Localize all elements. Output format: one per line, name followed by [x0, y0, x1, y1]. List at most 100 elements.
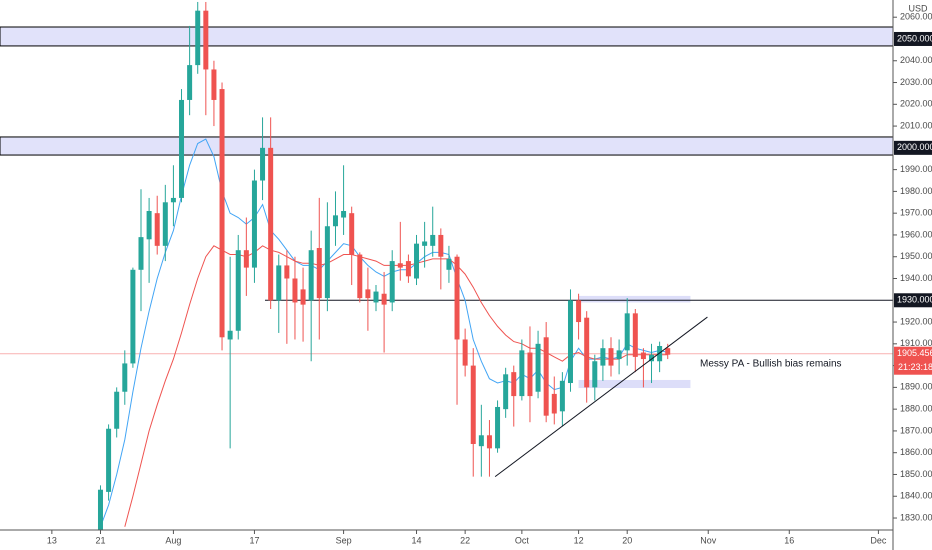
- candle-body: [106, 428, 112, 492]
- candle-body: [170, 197, 176, 203]
- level-label-box: [894, 293, 932, 308]
- candle-body: [511, 372, 517, 397]
- candle-body: [187, 65, 193, 100]
- plot-area: [0, 1, 893, 530]
- y-tick-label: 1860.000: [900, 447, 932, 457]
- candle-body: [203, 10, 209, 70]
- y-tick-label: 1910.000: [900, 338, 932, 348]
- x-tick-label: Dec: [870, 535, 887, 545]
- small-zone: [578, 379, 691, 389]
- y-tick-label: 1850.000: [900, 469, 932, 479]
- small-zone: [578, 295, 691, 303]
- candle-body: [616, 350, 622, 360]
- y-tick-label: 2010.000: [900, 120, 932, 130]
- x-tick-label: 14: [412, 535, 422, 545]
- candle-body: [665, 348, 671, 355]
- candle-body: [114, 391, 120, 429]
- candle-body: [397, 263, 403, 268]
- candle-body: [559, 380, 565, 412]
- candle-body: [576, 300, 582, 323]
- zone-label: 2000.000: [897, 142, 932, 152]
- candle-body: [276, 265, 282, 301]
- x-tick-label: Oct: [515, 535, 530, 545]
- x-tick-label: 13: [47, 535, 57, 545]
- candle-body: [332, 215, 338, 227]
- candle-body: [632, 313, 638, 357]
- candle-body: [341, 210, 347, 218]
- x-tick-label: Aug: [165, 535, 181, 545]
- candle-body: [179, 99, 185, 198]
- candle-body: [486, 435, 492, 449]
- candle-body: [462, 339, 468, 366]
- last-price-label: 1905.456: [897, 348, 932, 358]
- last-price-box: [894, 346, 932, 375]
- y-tick-label: 1950.000: [900, 251, 932, 261]
- candle-body: [122, 363, 128, 392]
- candle-body: [243, 250, 249, 268]
- candle-body: [268, 147, 274, 301]
- candle-body: [527, 352, 533, 397]
- candle-body: [324, 226, 330, 299]
- candle-body: [478, 435, 484, 447]
- y-tick-label: 1920.000: [900, 316, 932, 326]
- candle-body: [162, 202, 168, 246]
- candle-body: [195, 10, 201, 66]
- candle-body: [227, 330, 233, 340]
- y-tick-label: 1890.000: [900, 382, 932, 392]
- candle-body: [381, 293, 387, 305]
- candle-body: [543, 337, 549, 416]
- y-tick-label: 1940.000: [900, 273, 932, 283]
- candle-body: [389, 261, 395, 303]
- y-tick-label: 1980.000: [900, 186, 932, 196]
- candle-body: [138, 237, 144, 270]
- y-tick-label: 1880.000: [900, 404, 932, 414]
- x-tick-label: 12: [574, 535, 584, 545]
- axes: 1830.000 1840.000 1850.000 1860.000 1870.000…: [47, 12, 932, 545]
- trendline: [494, 316, 708, 478]
- candle-body: [600, 348, 606, 366]
- y-tick-label: 1990.000: [900, 164, 932, 174]
- candle-body: [97, 489, 103, 530]
- candle-body: [446, 258, 452, 270]
- x-tick-label: 20: [622, 535, 632, 545]
- candle-body: [422, 241, 428, 246]
- y-tick-label: 1870.000: [900, 425, 932, 435]
- x-tick-label: Sep: [336, 535, 352, 545]
- zone-label-box: [894, 140, 932, 155]
- zone-label: 2050.000: [897, 33, 932, 43]
- y-tick-label: 1970.000: [900, 208, 932, 218]
- moving-average: [124, 245, 668, 527]
- candle-body: [454, 256, 460, 340]
- x-tick-label: 22: [460, 535, 470, 545]
- candle-body: [211, 69, 217, 100]
- candle-body: [260, 147, 266, 181]
- candle-body: [519, 350, 525, 397]
- x-tick-label: 21: [95, 535, 105, 545]
- zone-label-box: [894, 31, 932, 46]
- zone: [0, 26, 893, 47]
- candle-body: [551, 393, 557, 414]
- countdown: 21:23:18: [898, 362, 932, 372]
- candle-body: [657, 346, 663, 362]
- candle-body: [649, 354, 655, 362]
- candle-body: [624, 313, 630, 351]
- candle-body: [584, 317, 590, 388]
- candle-body: [219, 89, 225, 338]
- candle-body: [640, 352, 646, 360]
- candle-body: [130, 269, 136, 364]
- zone: [0, 136, 893, 156]
- y-tick-label: 2060.000: [900, 12, 932, 22]
- x-tick-label: Nov: [700, 535, 717, 545]
- candle-body: [495, 406, 501, 449]
- candle-body: [438, 234, 444, 257]
- candle-body: [503, 374, 509, 410]
- currency: USD: [908, 3, 928, 13]
- candle-body: [430, 234, 436, 246]
- candle-body: [405, 261, 411, 277]
- candle-body: [567, 300, 573, 384]
- candle-body: [470, 365, 476, 444]
- x-tick-label: 16: [784, 535, 794, 545]
- candle-body: [373, 291, 379, 303]
- candle-body: [251, 180, 257, 268]
- y-tick-label: 1840.000: [900, 491, 932, 501]
